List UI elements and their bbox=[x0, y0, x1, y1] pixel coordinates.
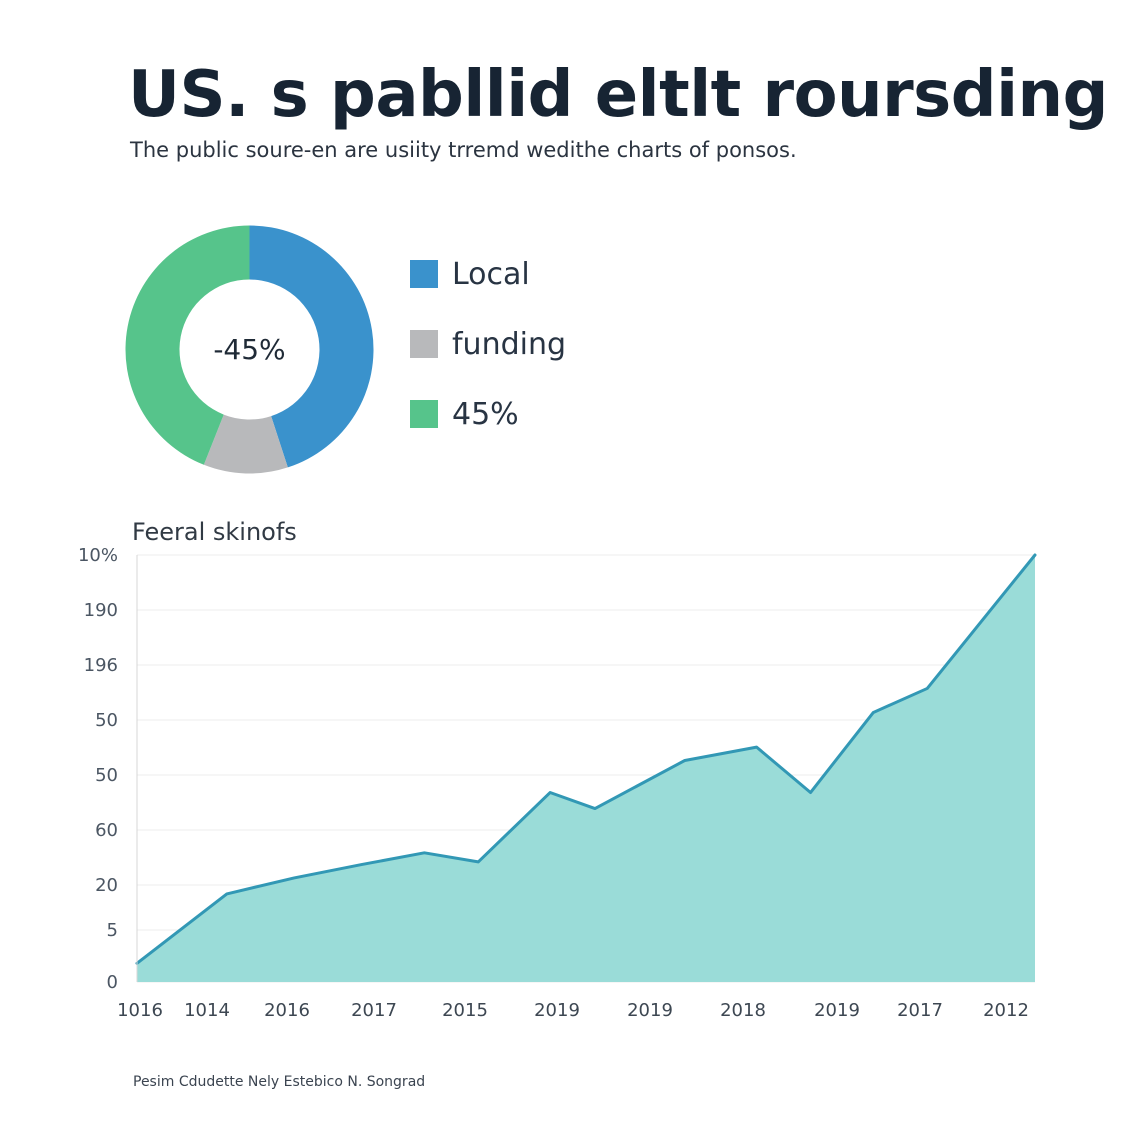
y-tick-label: 60 bbox=[95, 820, 118, 841]
area-chart-title: Feeral skinofs bbox=[132, 518, 297, 546]
x-tick-label: 1016 bbox=[117, 1000, 163, 1021]
x-tick-label: 2016 bbox=[264, 1000, 310, 1021]
donut-slice-funding bbox=[203, 414, 288, 474]
y-tick-label: 20 bbox=[95, 875, 118, 896]
y-tick-label: 50 bbox=[95, 710, 118, 731]
donut-slice-local bbox=[249, 225, 374, 468]
x-tick-label: 2018 bbox=[720, 1000, 766, 1021]
y-tick-label: 190 bbox=[84, 600, 118, 621]
donut-legend: Local funding 45% bbox=[410, 252, 566, 462]
x-tick-label: 2019 bbox=[814, 1000, 860, 1021]
x-tick-label: 2017 bbox=[351, 1000, 397, 1021]
legend-label-funding: funding bbox=[452, 326, 567, 362]
legend-item-local: Local bbox=[410, 252, 566, 296]
donut-svg bbox=[125, 225, 374, 474]
x-tick-label: 1014 bbox=[184, 1000, 230, 1021]
chart-subtitle: The public soure-en are usiity trremd we… bbox=[130, 138, 797, 162]
x-tick-label: 2017 bbox=[897, 1000, 943, 1021]
legend-label-45-percent: 45% bbox=[452, 396, 519, 432]
donut-slice-45 bbox=[125, 225, 250, 465]
y-tick-label: 50 bbox=[95, 765, 118, 786]
legend-swatch-local bbox=[410, 260, 438, 288]
y-tick-label: 196 bbox=[84, 655, 118, 676]
footer-source: Pesim Cdudette Nely Estebico N. Songrad bbox=[133, 1074, 426, 1090]
legend-swatch-funding bbox=[410, 330, 438, 358]
y-tick-label: 10% bbox=[78, 545, 118, 566]
y-tick-label: 5 bbox=[107, 920, 118, 941]
area-fill bbox=[137, 555, 1035, 982]
legend-item-45-percent: 45% bbox=[410, 392, 566, 436]
chart-title: US. s pabllid eltlt roursding bbox=[128, 58, 1108, 132]
legend-label-local: Local bbox=[452, 256, 530, 292]
x-tick-label: 2015 bbox=[442, 1000, 488, 1021]
legend-swatch-45-percent bbox=[410, 400, 438, 428]
x-tick-label: 2012 bbox=[983, 1000, 1029, 1021]
x-tick-label: 2019 bbox=[534, 1000, 580, 1021]
x-tick-label: 2019 bbox=[627, 1000, 673, 1021]
y-tick-label: 0 bbox=[107, 972, 118, 993]
legend-item-funding: funding bbox=[410, 322, 566, 366]
area-line bbox=[135, 553, 1037, 965]
